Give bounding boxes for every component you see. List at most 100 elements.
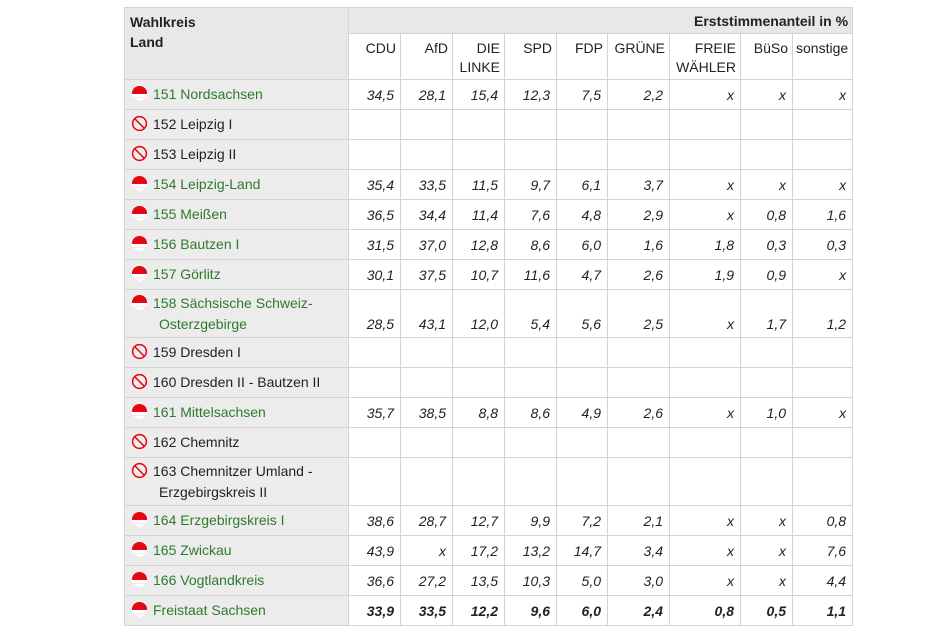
value-cell: x [740,535,793,566]
district-link[interactable]: Freistaat Sachsen [153,600,266,621]
district-link[interactable]: 166 Vogtlandkreis [153,570,264,591]
district-row: 156 Bautzen I 31,5 37,0 12,8 8,6 6,0 1,6 1,8 0,3… [124,229,854,260]
value-cell: 7,6 [504,199,557,230]
district-name-line[interactable]: 154 Leipzig-Land [153,176,261,192]
district-name-line[interactable]: Freistaat Sachsen [153,602,266,618]
value-cell: 38,5 [400,397,453,428]
district-cell: 160 Dresden II - Bautzen II [124,367,349,398]
district-name-line[interactable]: 158 Sächsische Schweiz- [153,294,313,311]
district-name-line[interactable]: 155 Meißen [153,206,227,222]
result-available-icon [131,601,148,618]
district-name-line[interactable]: 156 Bautzen I [153,236,240,252]
district-name-wrapper: 163 Chemnitzer Umland - Erzgebirgskreis I… [131,461,344,503]
value-cell: 10,7 [452,259,505,290]
district-name-line[interactable]: Osterzgebirge [159,315,247,332]
column-header: FDP [556,33,608,80]
district-name-wrapper: 153 Leipzig II [131,144,344,165]
district-link[interactable]: 164 Erzgebirgskreis I [153,510,285,531]
district-name: 153 Leipzig II [153,144,236,165]
value-cell: 11,6 [504,259,557,290]
district-row: 153 Leipzig II [124,139,854,170]
district-cell: 157 Görlitz [124,259,349,290]
district-link[interactable]: 158 Sächsische Schweiz- Osterzgebirge [153,293,313,335]
value-cell: 2,6 [607,397,670,428]
column-header-label: CDU [365,40,396,56]
district-link[interactable]: 154 Leipzig-Land [153,174,260,195]
value-cell: x [791,397,854,428]
district-name-line[interactable]: 161 Mittelsachsen [153,404,266,420]
value-cell [791,109,854,140]
value-cell: 1,1 [791,595,854,626]
district-name: 159 Dresden I [153,342,241,363]
result-available-icon [131,235,148,252]
value-cell [348,337,401,368]
value-cell: 27,2 [400,565,453,596]
value-cell [556,139,608,170]
district-name-wrapper: 152 Leipzig I [131,114,344,135]
district-name-line: 163 Chemnitzer Umland - [153,462,313,479]
district-link[interactable]: 161 Mittelsachsen [153,402,266,423]
district-link[interactable]: 157 Görlitz [153,264,221,285]
value-cell: 31,5 [348,229,401,260]
district-name-wrapper: 159 Dresden I [131,342,344,363]
district-link[interactable]: 155 Meißen [153,204,227,225]
value-cell [791,367,854,398]
value-cell [400,139,453,170]
column-header: sonstige [791,33,854,80]
district-row: 158 Sächsische Schweiz- Osterzgebirge 28,5… [124,289,854,338]
results-body: 151 Nordsachsen 34,5 28,1 15,4 12,3 7,5 2,2 x x x… [124,79,854,626]
value-cell: x [669,565,741,596]
district-link[interactable]: 165 Zwickau [153,540,232,561]
value-cell: 7,2 [556,505,608,536]
value-cell: 35,7 [348,397,401,428]
value-cell: 0,5 [740,595,793,626]
value-cell: 10,3 [504,565,557,596]
value-cell [556,367,608,398]
value-cell: 2,5 [607,289,670,338]
district-name-line[interactable]: 157 Görlitz [153,266,221,282]
value-cell [556,109,608,140]
value-cell [452,139,505,170]
value-cell: 0,8 [791,505,854,536]
column-header-label: DIE [476,40,500,56]
column-header-label: WÄHLER [676,59,736,75]
district-cell: 156 Bautzen I [124,229,349,260]
value-cell: 9,6 [504,595,557,626]
district-name-line[interactable]: 164 Erzgebirgskreis I [153,512,285,528]
value-cell: 4,4 [791,565,854,596]
results-table: Wahlkreis Land Erststimmenanteil in % CD… [124,7,854,626]
value-cell [791,457,854,506]
value-cell: x [740,505,793,536]
district-row: 164 Erzgebirgskreis I 38,6 28,7 12,7 9,9 7,2 2… [124,505,854,536]
value-cell: 0,8 [669,595,741,626]
value-cell: x [669,79,741,110]
value-cell [791,139,854,170]
value-cell: x [740,169,793,200]
district-name-line[interactable]: 165 Zwickau [153,542,232,558]
value-cell: x [740,79,793,110]
value-cell: x [669,289,741,338]
value-cell: 4,9 [556,397,608,428]
value-cell: 1,0 [740,397,793,428]
value-cell [504,427,557,458]
district-name-line[interactable]: 151 Nordsachsen [153,86,263,102]
value-cell: 0,3 [791,229,854,260]
district-row: 161 Mittelsachsen 35,7 38,5 8,8 8,6 4,9 2,6 x 1,… [124,397,854,428]
district-row: 157 Görlitz 30,1 37,5 10,7 11,6 4,7 2,6 1,9 0,9 x [124,259,854,290]
value-cell [607,367,670,398]
district-link[interactable]: 156 Bautzen I [153,234,239,255]
district-name-wrapper: Freistaat Sachsen [131,600,344,621]
district-name-line[interactable]: 166 Vogtlandkreis [153,572,265,588]
district-name-wrapper: 166 Vogtlandkreis [131,570,344,591]
value-cell [556,427,608,458]
district-link[interactable]: 151 Nordsachsen [153,84,263,105]
value-cell [607,457,670,506]
district-name-wrapper: 155 Meißen [131,204,344,225]
district-cell: 158 Sächsische Schweiz- Osterzgebirge [124,289,349,338]
district-name-wrapper: 162 Chemnitz [131,432,344,453]
column-header: AfD [400,33,453,80]
value-cell: x [740,565,793,596]
district-name-line: 153 Leipzig II [153,146,237,162]
value-cell: 11,4 [452,199,505,230]
value-cell [452,367,505,398]
